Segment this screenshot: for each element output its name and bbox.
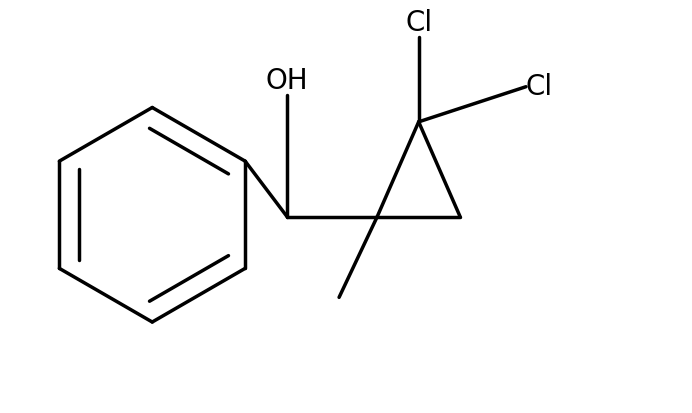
Text: Cl: Cl <box>526 73 553 101</box>
Text: OH: OH <box>266 67 309 95</box>
Text: Cl: Cl <box>405 9 432 37</box>
